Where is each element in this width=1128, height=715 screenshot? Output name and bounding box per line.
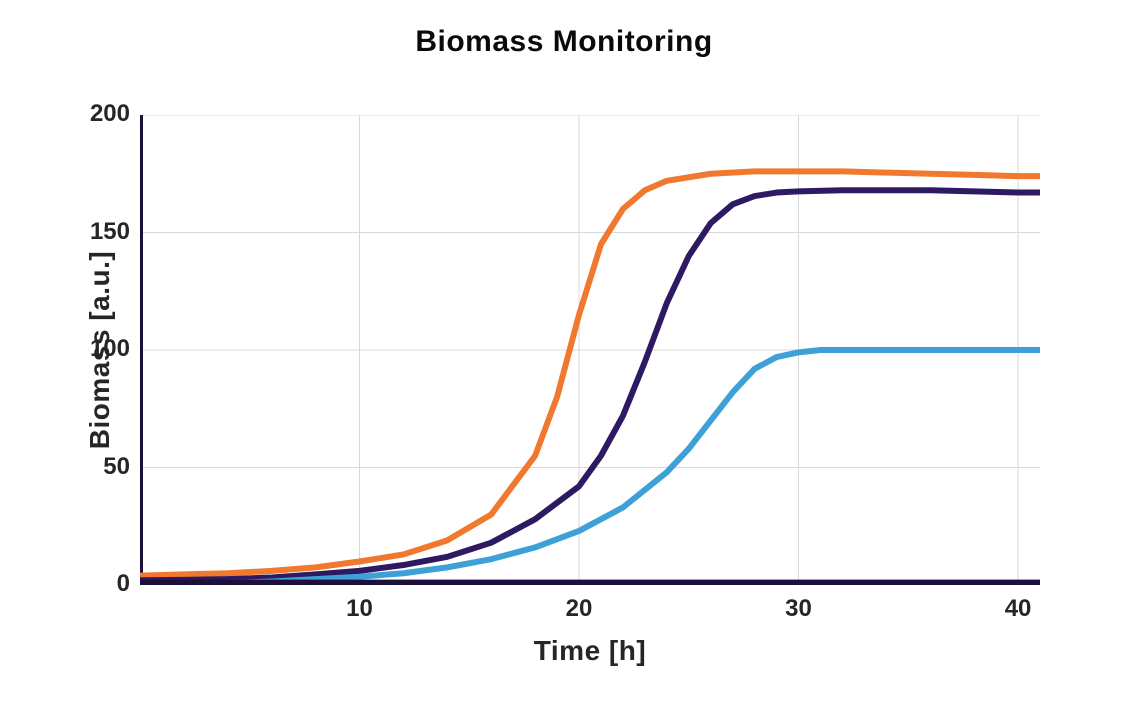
chart-svg — [140, 115, 1040, 585]
x-tick-label: 40 — [988, 595, 1048, 623]
y-tick-label: 100 — [70, 335, 130, 363]
plot-area — [140, 115, 1040, 585]
y-tick-label: 0 — [70, 570, 130, 598]
y-tick-label: 50 — [70, 453, 130, 481]
x-axis-label: Time [h] — [140, 635, 1040, 667]
y-tick-label: 200 — [70, 100, 130, 128]
y-tick-label: 150 — [70, 218, 130, 246]
chart-title: Biomass Monitoring — [0, 25, 1128, 59]
x-tick-label: 30 — [769, 595, 829, 623]
x-tick-label: 20 — [549, 595, 609, 623]
x-tick-label: 10 — [330, 595, 390, 623]
